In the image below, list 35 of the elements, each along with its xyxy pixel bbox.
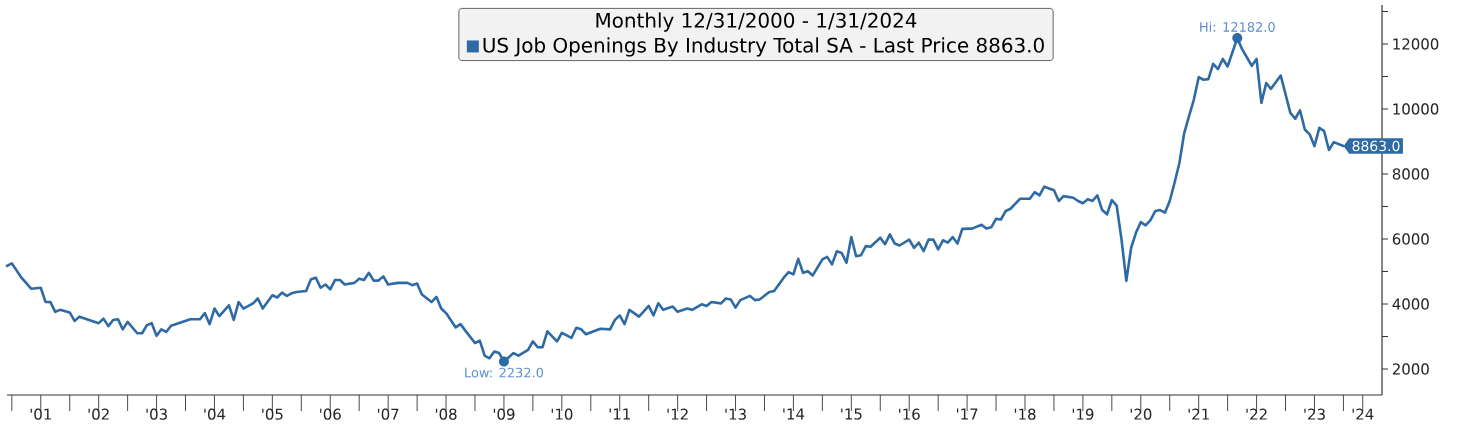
annotation: 8863.0 [1352, 140, 1400, 152]
x-tick-label: '21 [1188, 408, 1209, 420]
annotation: Low: 2232.0 [465, 367, 544, 378]
x-tick-label: '22 [1246, 408, 1267, 420]
x-tick-label: '14 [783, 408, 805, 420]
x-tick-label: '01 [30, 408, 51, 420]
x-tick-label: '05 [262, 408, 283, 420]
x-tick-label: '19 [1072, 408, 1094, 420]
x-tick-label: '08 [435, 408, 457, 420]
x-tick-label: '10 [551, 408, 573, 420]
x-tick-label: '09 [493, 408, 515, 420]
x-tick-label: '20 [1130, 408, 1152, 420]
y-tick-label: 12000 [1393, 38, 1439, 50]
x-tick-label: '11 [609, 408, 630, 420]
y-tick-label: 4000 [1392, 298, 1429, 310]
legend-title: Monthly 12/31/2000 - 1/31/2024 [596, 12, 917, 32]
x-tick-label: '02 [88, 408, 109, 420]
y-tick-label: 2000 [1392, 363, 1429, 375]
x-tick-label: '03 [146, 408, 167, 420]
x-tick-label: '07 [378, 408, 399, 420]
x-tick-label: '06 [320, 408, 341, 420]
x-tick-label: '16 [899, 408, 920, 420]
x-tick-label: '23 [1304, 408, 1325, 420]
x-tick-label: '04 [204, 408, 226, 420]
y-tick-label: 8000 [1392, 168, 1429, 180]
annotation: Hi: 12182.0 [1200, 21, 1275, 32]
y-tick-label: 10000 [1393, 103, 1439, 115]
x-tick-label: '17 [956, 408, 978, 420]
x-tick-label: '12 [667, 408, 688, 420]
y-tick-label: 6000 [1392, 233, 1429, 245]
x-tick-label: '13 [725, 408, 746, 420]
x-tick-label: '24 [1352, 408, 1374, 420]
x-tick-label: '15 [841, 408, 862, 420]
legend-label: US Job Openings By Industry Total SA - Last Price 8863.0 [483, 37, 1044, 57]
x-tick-label: '18 [1014, 408, 1036, 420]
